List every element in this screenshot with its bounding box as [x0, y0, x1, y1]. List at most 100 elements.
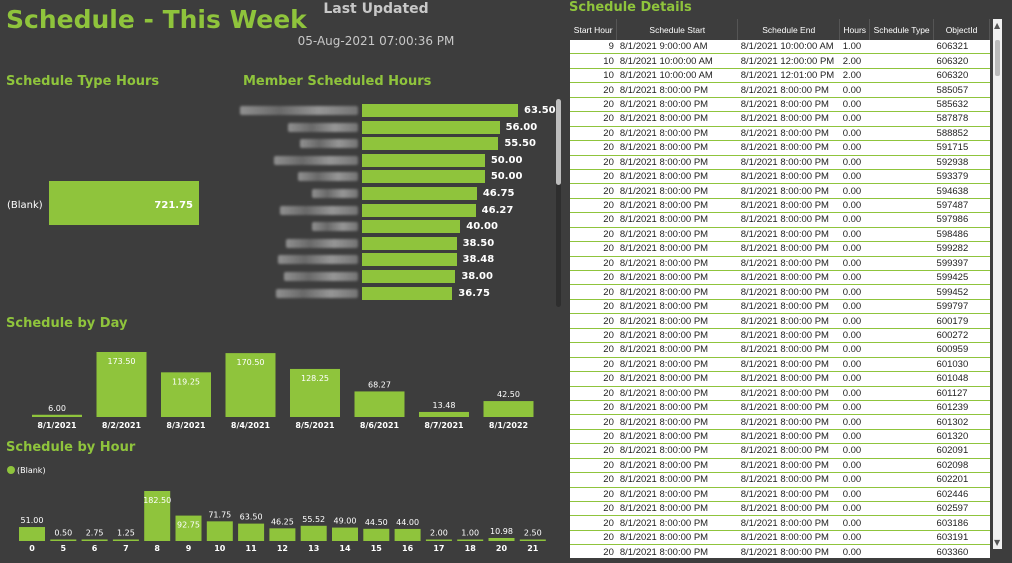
member-row: 46.27 — [240, 203, 552, 217]
table-cell: 603186 — [933, 515, 990, 531]
table-cell: 8/1/2021 8:00:00 PM — [737, 515, 840, 531]
table-row[interactable]: 20 8/1/2021 8:00:00 PM 8/1/2021 8:00:00 PM… — [570, 487, 990, 503]
table-cell: 10 — [570, 68, 617, 84]
table-row[interactable]: 20 8/1/2021 8:00:00 PM 8/1/2021 8:00:00 PM… — [570, 82, 990, 98]
table-cell: 8/1/2021 8:00:00 PM — [737, 284, 840, 300]
column-header[interactable]: Schedule Start — [616, 19, 739, 40]
table-row[interactable]: 20 8/1/2021 8:00:00 PM 8/1/2021 8:00:00 PM… — [570, 256, 990, 272]
table-cell: 593379 — [933, 169, 990, 185]
table-cell: 20 — [570, 126, 617, 142]
table-row[interactable]: 20 8/1/2021 8:00:00 PM 8/1/2021 8:00:00 PM… — [570, 429, 990, 445]
table-row[interactable]: 20 8/1/2021 8:00:00 PM 8/1/2021 8:00:00 PM… — [570, 183, 990, 199]
last-updated-label: Last Updated — [323, 1, 429, 17]
column-header[interactable]: Hours — [839, 19, 871, 40]
table-cell: 0.00 — [839, 198, 870, 214]
table-cell: 0.00 — [839, 155, 870, 170]
table-row[interactable]: 10 8/1/2021 10:00:00 AM 8/1/2021 12:01:00 … — [570, 68, 990, 84]
table-cell: 8/1/2021 8:00:00 PM — [737, 530, 840, 546]
table-row[interactable]: 20 8/1/2021 8:00:00 PM 8/1/2021 8:00:00 PM… — [570, 140, 990, 156]
member-hours-bar — [362, 170, 485, 184]
table-cell: 0.00 — [839, 227, 870, 243]
table-row[interactable]: 20 8/1/2021 8:00:00 PM 8/1/2021 8:00:00 PM… — [570, 313, 990, 329]
table-row[interactable]: 20 8/1/2021 8:00:00 PM 8/1/2021 8:00:00 PM… — [570, 227, 990, 243]
schedule-details-scrollbar[interactable] — [993, 19, 1002, 549]
table-row[interactable]: 10 8/1/2021 10:00:00 AM 8/1/2021 12:00:00 … — [570, 53, 990, 69]
table-row[interactable]: 20 8/1/2021 8:00:00 PM 8/1/2021 8:00:00 PM… — [570, 155, 990, 170]
table-cell: 8/1/2021 8:00:00 PM — [616, 111, 738, 127]
table-row[interactable]: 20 8/1/2021 8:00:00 PM 8/1/2021 8:00:00 PM… — [570, 342, 990, 358]
table-cell: 585632 — [933, 97, 990, 113]
member-name-obscured — [276, 288, 358, 298]
column-header[interactable]: ObjectId — [933, 19, 990, 40]
member-hours-value: 36.75 — [458, 287, 490, 299]
table-row[interactable]: 20 8/1/2021 8:00:00 PM 8/1/2021 8:00:00 PM… — [570, 544, 990, 558]
table-row[interactable]: 20 8/1/2021 8:00:00 PM 8/1/2021 8:00:00 PM… — [570, 212, 990, 228]
table-cell: 8/1/2021 8:00:00 PM — [616, 140, 738, 156]
table-row[interactable]: 20 8/1/2021 8:00:00 PM 8/1/2021 8:00:00 PM… — [570, 530, 990, 546]
table-cell — [869, 458, 934, 474]
table-cell — [869, 97, 934, 113]
table-cell: 8/1/2021 8:00:00 PM — [616, 400, 738, 416]
column-header[interactable]: Schedule Type — [869, 19, 935, 40]
table-row[interactable]: 20 8/1/2021 8:00:00 PM 8/1/2021 8:00:00 PM… — [570, 443, 990, 459]
table-cell: 8/1/2021 8:00:00 PM — [616, 515, 738, 531]
column-header[interactable]: Schedule End — [737, 19, 841, 40]
scroll-up-icon[interactable]: ▲ — [994, 21, 1001, 30]
table-cell: 8/1/2021 8:00:00 PM — [616, 386, 738, 401]
table-cell: 8/1/2021 8:00:00 PM — [737, 270, 840, 286]
table-cell: 8/1/2021 8:00:00 PM — [737, 429, 840, 445]
member-hours-scrollbar-thumb[interactable] — [556, 99, 561, 185]
legend-label: (Blank) — [17, 466, 46, 475]
table-row[interactable]: 20 8/1/2021 8:00:00 PM 8/1/2021 8:00:00 PM… — [570, 386, 990, 401]
table-row[interactable]: 20 8/1/2021 8:00:00 PM 8/1/2021 8:00:00 PM… — [570, 97, 990, 113]
member-hours-scrollbar[interactable] — [556, 99, 561, 307]
table-row[interactable]: 20 8/1/2021 8:00:00 PM 8/1/2021 8:00:00 PM… — [570, 126, 990, 142]
table-cell — [869, 284, 934, 300]
table-cell: 601048 — [933, 371, 990, 387]
table-row[interactable]: 20 8/1/2021 8:00:00 PM 8/1/2021 8:00:00 PM… — [570, 357, 990, 373]
table-cell: 600959 — [933, 342, 990, 358]
table-cell: 0.00 — [839, 342, 870, 358]
table-row[interactable]: 20 8/1/2021 8:00:00 PM 8/1/2021 8:00:00 PM… — [570, 198, 990, 214]
table-cell: 8/1/2021 8:00:00 PM — [616, 414, 738, 430]
scroll-down-icon[interactable]: ▼ — [994, 538, 1001, 547]
table-row[interactable]: 20 8/1/2021 8:00:00 PM 8/1/2021 8:00:00 PM… — [570, 458, 990, 474]
table-cell: 0.00 — [839, 386, 870, 401]
table-row[interactable]: 20 8/1/2021 8:00:00 PM 8/1/2021 8:00:00 PM… — [570, 371, 990, 387]
table-cell: 0.00 — [839, 256, 870, 272]
table-row[interactable]: 9 8/1/2021 9:00:00 AM 8/1/2021 10:00:00 AM… — [570, 40, 990, 55]
bar-17 — [425, 539, 452, 541]
table-cell: 20 — [570, 299, 617, 315]
table-cell: 0.00 — [839, 443, 870, 459]
table-row[interactable]: 20 8/1/2021 8:00:00 PM 8/1/2021 8:00:00 PM… — [570, 241, 990, 257]
table-cell: 8/1/2021 8:00:00 PM — [737, 126, 840, 142]
table-row[interactable]: 20 8/1/2021 8:00:00 PM 8/1/2021 8:00:00 PM… — [570, 414, 990, 430]
table-cell — [869, 400, 934, 416]
table-row[interactable]: 20 8/1/2021 8:00:00 PM 8/1/2021 8:00:00 PM… — [570, 328, 990, 344]
table-row[interactable]: 20 8/1/2021 8:00:00 PM 8/1/2021 8:00:00 PM… — [570, 169, 990, 185]
member-hours-bar — [362, 220, 461, 234]
tick-label: 17 — [433, 544, 444, 553]
table-row[interactable]: 20 8/1/2021 8:00:00 PM 8/1/2021 8:00:00 PM… — [570, 472, 990, 488]
table-row[interactable]: 20 8/1/2021 8:00:00 PM 8/1/2021 8:00:00 PM… — [570, 270, 990, 286]
table-cell: 0.00 — [839, 97, 870, 113]
member-hours-value: 38.00 — [461, 271, 493, 282]
member-row: 50.00 — [240, 153, 552, 167]
table-row[interactable]: 20 8/1/2021 8:00:00 PM 8/1/2021 8:00:00 PM… — [570, 400, 990, 416]
table-cell: 20 — [570, 169, 617, 185]
table-row[interactable]: 20 8/1/2021 8:00:00 PM 8/1/2021 8:00:00 PM… — [570, 111, 990, 127]
table-cell: 606320 — [933, 68, 990, 84]
table-cell: 0.00 — [839, 328, 870, 344]
column-header[interactable]: Start Hour — [570, 19, 618, 40]
table-row[interactable]: 20 8/1/2021 8:00:00 PM 8/1/2021 8:00:00 PM… — [570, 299, 990, 315]
table-cell — [869, 82, 934, 98]
table-cell: 601302 — [933, 414, 990, 430]
table-row[interactable]: 20 8/1/2021 8:00:00 PM 8/1/2021 8:00:00 PM… — [570, 501, 990, 517]
table-cell: 0.00 — [839, 299, 870, 315]
table-cell: 8/1/2021 8:00:00 PM — [616, 155, 738, 170]
schedule-details-scrollbar-thumb[interactable] — [995, 40, 1000, 76]
table-row[interactable]: 20 8/1/2021 8:00:00 PM 8/1/2021 8:00:00 PM… — [570, 284, 990, 300]
bar-8-1-2022 — [483, 401, 534, 417]
table-row[interactable]: 20 8/1/2021 8:00:00 PM 8/1/2021 8:00:00 PM… — [570, 515, 990, 531]
table-cell: 0.00 — [839, 357, 870, 373]
